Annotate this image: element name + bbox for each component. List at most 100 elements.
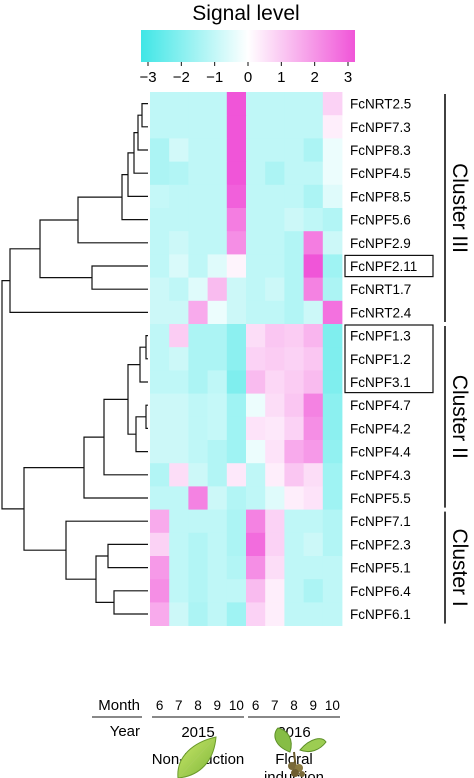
cluster-brackets: Cluster III Cluster II Cluster I	[444, 94, 471, 624]
heatmap-cell	[303, 300, 324, 325]
heatmap-cell	[322, 300, 343, 325]
heatmap-cell	[150, 509, 170, 534]
heatmap-cell	[265, 161, 285, 186]
heatmap-cell	[188, 115, 208, 139]
dendrogram-branch	[103, 398, 148, 476]
heatmap-cell	[322, 208, 343, 232]
heatmap-cell	[188, 184, 208, 209]
heatmap-cell	[207, 184, 228, 209]
dendrogram-branch	[91, 265, 148, 290]
heatmap-cell	[265, 254, 285, 278]
colorbar-tick-label: 2	[310, 69, 318, 86]
heatmap-cell	[150, 138, 170, 162]
heatmap-cell	[188, 138, 208, 162]
row-label: FcNPF4.4	[350, 445, 411, 460]
dendrogram-branch	[65, 520, 148, 580]
heatmap-cell	[246, 602, 266, 626]
heatmap-cell	[226, 115, 247, 139]
heatmap-cell	[284, 579, 304, 603]
heatmap-cell	[226, 486, 247, 510]
heatmap-cell	[207, 556, 228, 580]
month-axis-label: Month	[98, 697, 140, 714]
colorbar-tick-label: 1	[277, 69, 285, 86]
heatmap-cell	[188, 579, 208, 603]
heatmap-cell	[246, 138, 266, 162]
heatmap-cell	[226, 138, 247, 162]
heatmap-cell	[207, 254, 228, 278]
heatmap-cell	[169, 579, 189, 603]
colorbar-gradient	[141, 30, 355, 62]
heatmap-cell	[150, 393, 170, 418]
dendrogram-branch	[137, 114, 148, 151]
heatmap-cell	[188, 532, 208, 557]
heatmap-cell	[169, 602, 189, 626]
heatmap-cell	[303, 347, 324, 371]
colorbar: −3 −2 −1 0 1 2 3	[139, 30, 355, 86]
heatmap-cell	[322, 532, 343, 557]
heatmap-cell	[150, 208, 170, 232]
colorbar-tick-label: 3	[344, 69, 352, 86]
heatmap-cell	[303, 115, 324, 139]
heatmap-cell	[150, 370, 170, 394]
heatmap-cell	[188, 556, 208, 580]
heatmap-cell	[322, 602, 343, 626]
heatmap-cell	[226, 416, 247, 441]
heatmap-cell	[150, 556, 170, 580]
row-label: FcNPF8.3	[350, 143, 411, 158]
heatmap-cell	[226, 92, 247, 116]
heatmap-cell	[207, 509, 228, 534]
row-label: FcNPF1.3	[350, 329, 411, 344]
row-label: FcNPF3.1	[350, 375, 411, 390]
heatmap-cell	[169, 161, 189, 186]
heatmap-cell	[322, 370, 343, 394]
heatmap-cell	[322, 347, 343, 371]
row-label: FcNPF5.5	[350, 491, 411, 506]
heatmap-cell	[226, 347, 247, 371]
heatmap-cell	[150, 347, 170, 371]
heatmap-cell	[322, 92, 343, 116]
heatmap-cell	[284, 532, 304, 557]
heatmap-cell	[322, 254, 343, 278]
heatmap-cell	[265, 300, 285, 325]
dendrogram-branch	[107, 543, 148, 569]
heatmap-cell	[188, 92, 208, 116]
heatmap-cell	[169, 347, 189, 371]
month-tick-label: 6	[252, 698, 260, 713]
colorbar-tick-label: −2	[173, 69, 190, 86]
row-label: FcNPF6.4	[350, 584, 411, 599]
heatmap-cell	[284, 161, 304, 186]
heatmap-cell	[265, 463, 285, 487]
heatmap-cell	[226, 556, 247, 580]
dendrogram-branch	[1, 280, 24, 510]
row-label: FcNPF4.5	[350, 166, 411, 181]
year-axis-label: Year	[110, 723, 140, 740]
dendrogram-branch	[9, 248, 148, 313]
heatmap-cell	[246, 254, 266, 278]
heatmap-cell	[188, 509, 208, 534]
heatmap-cell	[188, 440, 208, 464]
heatmap-cell	[207, 300, 228, 325]
heatmap-cell	[246, 161, 266, 186]
heatmap-cell	[246, 277, 266, 302]
heatmap-cell	[169, 440, 189, 464]
colorbar-tick-label: 0	[244, 69, 252, 86]
heatmap-cell	[284, 300, 304, 325]
row-label: FcNPF6.1	[350, 607, 411, 622]
heatmap-cell	[303, 370, 324, 394]
year-label: 2015	[181, 724, 214, 741]
row-label: FcNPF5.1	[350, 561, 411, 576]
heatmap-cell	[265, 347, 285, 371]
heatmap-cell	[226, 277, 247, 302]
dendrogram	[1, 103, 148, 615]
heatmap-cell	[284, 556, 304, 580]
heatmap-cell	[188, 486, 208, 510]
heatmap-cell	[322, 579, 343, 603]
heatmap-cell	[284, 440, 304, 464]
heatmap-cell	[207, 486, 228, 510]
heatmap-cell	[284, 208, 304, 232]
heatmap-cell	[207, 579, 228, 603]
heatmap-cell	[207, 393, 228, 418]
heatmap-cell	[284, 463, 304, 487]
heatmap-cell	[322, 138, 343, 162]
